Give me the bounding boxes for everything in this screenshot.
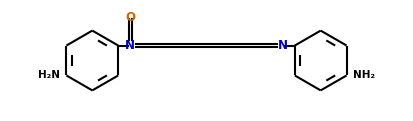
Text: N: N [278,39,288,52]
Text: H₂N: H₂N [38,70,60,80]
Text: N: N [125,39,135,52]
Text: O: O [125,11,135,24]
Text: NH₂: NH₂ [353,70,375,80]
